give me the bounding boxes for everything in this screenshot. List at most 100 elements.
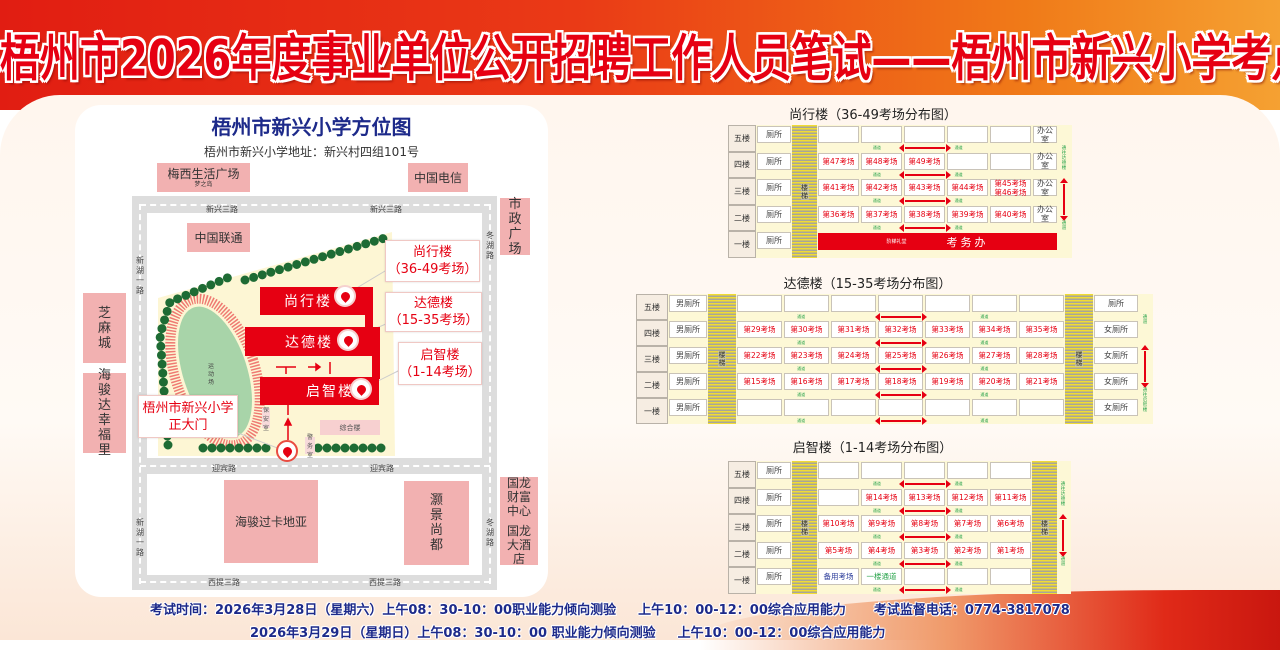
exam-room[interactable]: 第18考场 [878, 373, 923, 390]
exam-room[interactable]: 第22考场 [737, 347, 782, 364]
restroom: 厕所 [757, 232, 791, 250]
exam-room[interactable]: 第43考场 [904, 179, 945, 197]
corridor-label: 通道 [797, 366, 806, 371]
room-empty [925, 295, 970, 312]
exam-room[interactable]: 第30考场 [784, 321, 829, 338]
exam-room[interactable]: 第26考场 [925, 347, 970, 364]
day1-session1: 上午08：30-10：00职业能力倾向测验 [382, 603, 617, 618]
room-empty [784, 399, 829, 416]
exam-room[interactable]: 一楼通道 [861, 568, 902, 586]
exam-room[interactable]: 第23考场 [784, 347, 829, 364]
exam-room[interactable]: 第38考场 [904, 205, 945, 223]
exam-room[interactable]: 第12考场 [947, 488, 988, 506]
exam-room[interactable]: 第32考场 [878, 321, 923, 338]
exam-room[interactable]: 第9考场 [861, 515, 902, 533]
exam-room[interactable]: 备用考场 [818, 568, 859, 586]
day2-session2: 上午10：00-12：00综合应用能力 [677, 626, 886, 641]
exam-room[interactable]: 第41考场 [818, 179, 859, 197]
exam-room[interactable]: 第33考场 [925, 321, 970, 338]
exam-room[interactable]: 第20考场 [972, 373, 1017, 390]
exam-room[interactable]: 第6考场 [990, 515, 1031, 533]
gate-line1: 梧州市新兴小学 [142, 400, 234, 416]
restroom: 男厕所 [669, 295, 707, 312]
corridor-label: 通道 [954, 534, 963, 540]
exam-room[interactable]: 第17考场 [831, 373, 876, 390]
building-dade[interactable]: 达德楼 [245, 327, 380, 356]
exam-room[interactable]: 第16考场 [784, 373, 829, 390]
room-empty [818, 462, 859, 479]
restroom: 厕所 [757, 515, 791, 533]
exam-room[interactable]: 第40考场 [990, 205, 1031, 223]
building-shangxing[interactable]: 尚行楼 [260, 287, 373, 315]
restroom: 男厕所 [669, 399, 707, 416]
exam-room[interactable]: 第39考场 [947, 205, 988, 223]
exam-room[interactable]: 第25考场 [878, 347, 923, 364]
exam-room[interactable]: 第8考场 [904, 515, 945, 533]
staircase: 楼梯 [792, 125, 817, 258]
exam-room[interactable]: 第10考场 [818, 515, 859, 533]
exam-room[interactable]: 第49考场 [904, 152, 945, 170]
corridor-label: 通道 [872, 145, 881, 150]
poi-municipal-square: 市政广场 [500, 197, 530, 257]
floorplan-title: 达德楼（15-35考场分布图） [783, 277, 952, 292]
exam-room[interactable]: 第35考场 [1019, 321, 1064, 338]
stairs-label: 楼梯 [1075, 351, 1083, 367]
exam-room[interactable]: 第27考场 [972, 347, 1017, 364]
exam-room[interactable]: 第31考场 [831, 321, 876, 338]
schedule-line-2: 2026年3月29日（星期日）上午08：30-10：00 职业能力倾向测验 上午1… [250, 622, 885, 641]
corridor-label: 通道 [954, 481, 963, 486]
exam-room[interactable]: 第42考场 [861, 179, 902, 197]
exam-room[interactable]: 第7考场 [947, 515, 988, 533]
corridor-label: 通道 [954, 171, 963, 177]
callout-shangxing: 尚行楼 （36-49考场） [385, 240, 480, 282]
map-title: 梧州市新兴小学方位图 [211, 115, 412, 139]
exam-room[interactable]: 第2考场 [947, 541, 988, 559]
exam-room[interactable]: 第48考场 [861, 152, 902, 170]
exam-room[interactable]: 第37考场 [861, 205, 902, 223]
header-background [0, 0, 1280, 110]
exam-room[interactable]: 第24考场 [831, 347, 876, 364]
room-empty [947, 126, 988, 143]
exam-room[interactable]: 第3考场 [904, 541, 945, 559]
exam-room[interactable]: 第21考场 [1019, 373, 1064, 390]
exam-room[interactable]: 第47考场 [818, 152, 859, 170]
corridor-arrow-icon [898, 197, 951, 206]
banner-small-label: 阶梯礼堂 [886, 239, 907, 246]
restroom: 厕所 [757, 205, 791, 223]
exam-room[interactable]: 第4考场 [861, 541, 902, 559]
day1-session2: 上午10：00-12：00综合应用能力 [638, 603, 846, 618]
room-empty [878, 295, 923, 312]
exam-room[interactable]: 第5考场 [818, 541, 859, 559]
room-empty [947, 462, 988, 479]
exam-room[interactable]: 第1考场 [990, 541, 1031, 559]
exam-room[interactable]: 第13考场 [904, 488, 945, 506]
exam-room[interactable]: 第11考场 [990, 488, 1031, 506]
exam-room[interactable]: 第28考场 [1019, 347, 1064, 364]
corridor-label: 通道 [872, 481, 881, 486]
schedule-label: 考试时间： [150, 603, 216, 618]
poster-title: 梧州市2026年度事业单位公开招聘工作人员笔试——梧州市新兴小学考点 [0, 30, 1280, 89]
exam-room[interactable]: 第34考场 [972, 321, 1017, 338]
corridor-arrow-icon [898, 586, 951, 595]
floor-label: 三楼 [728, 514, 756, 541]
exam-room[interactable]: 第29考场 [737, 321, 782, 338]
room-empty [878, 399, 923, 416]
callout-main-gate: 梧州市新兴小学 正大门 [138, 395, 238, 438]
floor-label: 四楼 [636, 320, 668, 346]
callout-name: 启智楼 [420, 347, 460, 363]
exam-room[interactable]: 第36考场 [818, 205, 859, 223]
road-label: 西提三路 [369, 578, 401, 587]
exam-room[interactable]: 第19考场 [925, 373, 970, 390]
callout-qizhi: 启智楼 （1-14考场） [398, 342, 482, 385]
floor-label: 一楼 [728, 567, 756, 594]
restroom: 厕所 [757, 179, 791, 197]
room-empty [947, 152, 988, 170]
tree-line [155, 271, 237, 450]
exam-room[interactable]: 第44考场 [947, 179, 988, 197]
exam-room[interactable]: 第15考场 [737, 373, 782, 390]
exam-room[interactable]: 第14考场 [861, 488, 902, 506]
staircase: 楼梯 [708, 294, 736, 424]
road-centerline [140, 465, 490, 467]
corridor-label: 通道 [954, 560, 963, 566]
exam-room[interactable]: 第45考场 第46考场 [990, 179, 1031, 197]
